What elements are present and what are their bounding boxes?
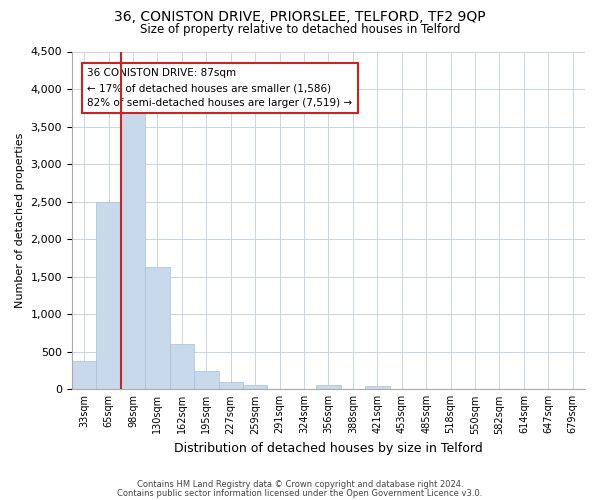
Bar <box>97 202 121 390</box>
Bar <box>145 268 170 390</box>
Text: Contains public sector information licensed under the Open Government Licence v3: Contains public sector information licen… <box>118 488 482 498</box>
Bar <box>72 361 97 390</box>
Text: 36, CONISTON DRIVE, PRIORSLEE, TELFORD, TF2 9QP: 36, CONISTON DRIVE, PRIORSLEE, TELFORD, … <box>114 10 486 24</box>
Bar <box>243 385 268 390</box>
Bar <box>121 112 145 390</box>
Bar <box>316 385 341 390</box>
Bar <box>365 386 389 390</box>
Text: Size of property relative to detached houses in Telford: Size of property relative to detached ho… <box>140 22 460 36</box>
Y-axis label: Number of detached properties: Number of detached properties <box>15 132 25 308</box>
Text: 36 CONISTON DRIVE: 87sqm
← 17% of detached houses are smaller (1,586)
82% of sem: 36 CONISTON DRIVE: 87sqm ← 17% of detach… <box>87 68 352 108</box>
Bar <box>218 382 243 390</box>
Text: Contains HM Land Registry data © Crown copyright and database right 2024.: Contains HM Land Registry data © Crown c… <box>137 480 463 489</box>
Bar <box>170 344 194 390</box>
Bar <box>194 372 218 390</box>
X-axis label: Distribution of detached houses by size in Telford: Distribution of detached houses by size … <box>174 442 483 455</box>
